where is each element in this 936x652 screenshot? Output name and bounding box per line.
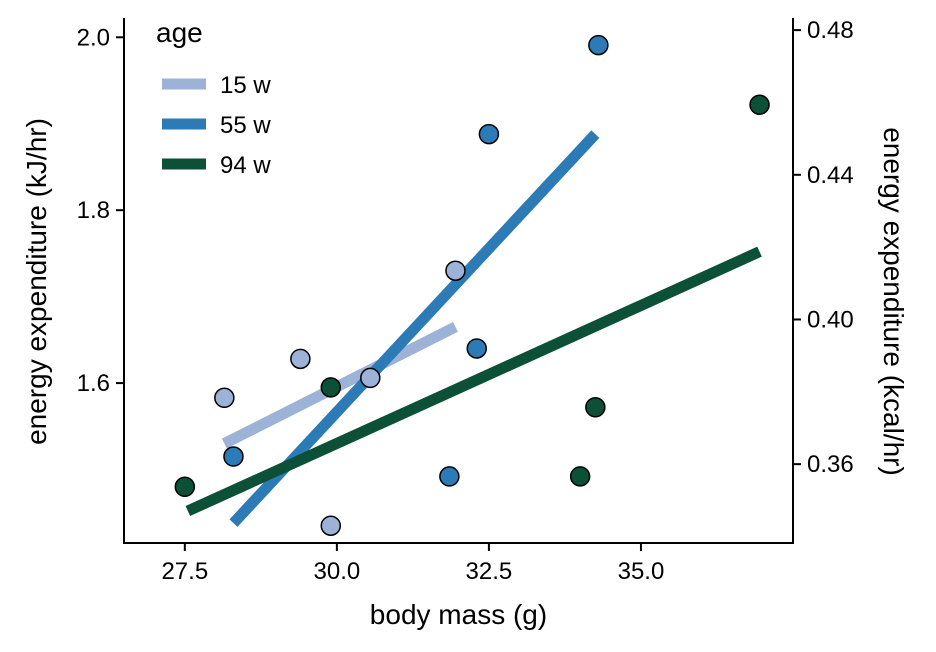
fit-line-94w (185, 246, 762, 517)
data-point-94w-0 (174, 476, 196, 498)
axes: 27.5 30.0 32.5 35.0 1.6 1.8 2.0 0.36 0.40 0.44 0.4… (77, 17, 854, 585)
data-point-15w-1 (290, 348, 311, 370)
x-tick-label: 27.5 (161, 558, 208, 585)
data-point-55w-0 (223, 446, 244, 467)
x-tick-label: 30.0 (314, 558, 361, 585)
x-tick-label: 35.0 (618, 558, 665, 585)
y-tick-label-right: 0.36 (807, 451, 854, 478)
legend-label-15w: 15 w (220, 72, 271, 99)
data-point-94w-4 (749, 94, 770, 115)
y-tick-label-left: 1.6 (77, 370, 110, 397)
legend-label-55w: 55 w (220, 112, 271, 139)
data-point-55w-4 (588, 34, 609, 56)
data-point-94w-2 (569, 466, 591, 487)
data-point-15w-0 (214, 387, 235, 409)
data-point-94w-3 (585, 397, 606, 418)
x-tick-label: 32.5 (466, 558, 513, 585)
y-tick-label-left: 1.8 (77, 197, 110, 224)
legend: age 15 w 55 w 94 w (156, 17, 271, 179)
legend-label-94w: 94 w (220, 152, 271, 179)
data-point-15w-4 (320, 515, 342, 536)
y-tick-label-left: 2.0 (77, 24, 110, 51)
data-point-94w-1 (320, 377, 342, 398)
data-point-55w-1 (439, 466, 460, 487)
y-tick-label-right: 0.40 (807, 306, 854, 333)
data-points (174, 34, 770, 536)
y-tick-label-right: 0.48 (807, 17, 854, 44)
x-axis-label: body mass (g) (370, 599, 547, 630)
y-axis-label-right: energy expenditure (kcal/hr) (878, 127, 909, 476)
fit-lines (185, 130, 762, 527)
data-point-55w-2 (466, 338, 487, 359)
legend-title: age (156, 17, 203, 48)
data-point-55w-3 (478, 123, 500, 145)
data-point-15w-3 (445, 260, 466, 281)
y-axis-label-left: energy expenditure (kJ/hr) (21, 118, 52, 445)
y-tick-label-right: 0.44 (807, 162, 854, 189)
data-point-15w-2 (360, 367, 381, 389)
